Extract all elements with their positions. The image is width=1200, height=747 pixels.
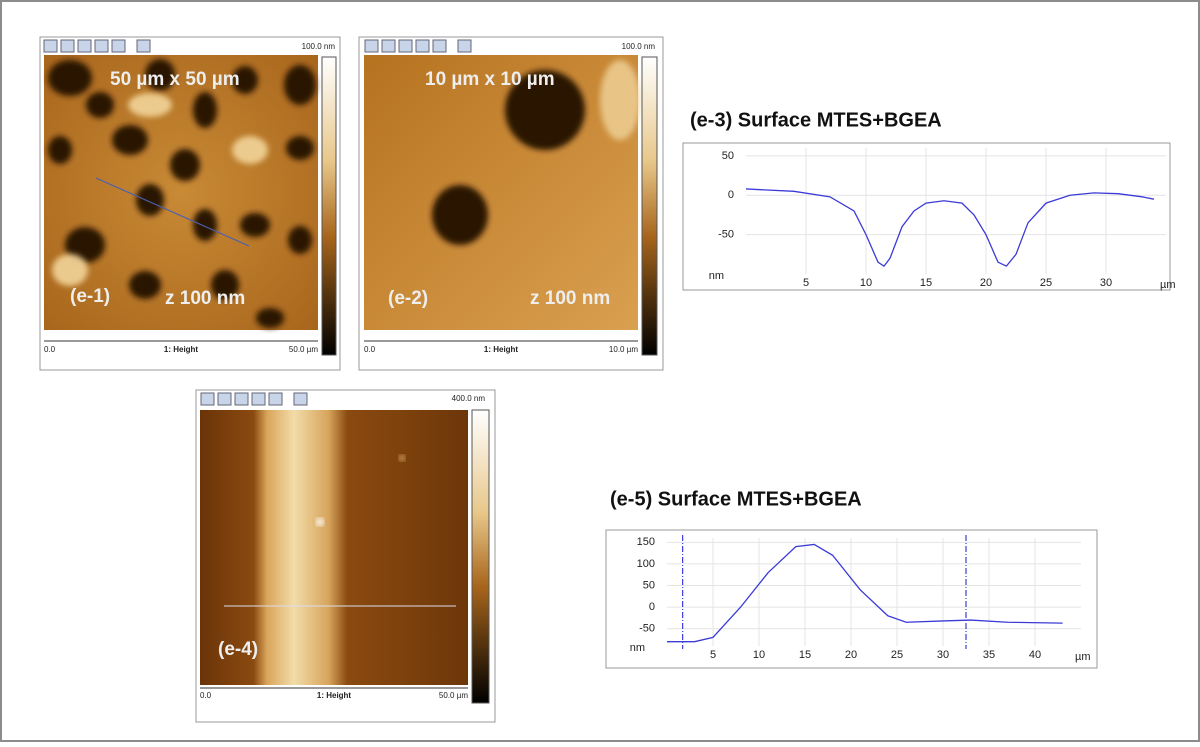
axis-end: 10.0 µm (609, 345, 638, 354)
y-tick-label: 50 (643, 579, 655, 591)
scale-max: 400.0 nm (452, 394, 486, 403)
chart-title: (e-3) Surface MTES+BGEA (690, 109, 942, 131)
x-tick-label: 5 (710, 649, 716, 661)
channel: 1: Height (164, 345, 199, 354)
scale-max: 100.0 nm (622, 42, 656, 51)
panel-label: (e-4) (218, 639, 258, 660)
profile-line (745, 188, 1155, 268)
x-tick-label: 30 (1100, 277, 1112, 289)
afm-image-e1 (39, 36, 341, 371)
y-unit: nm (709, 270, 724, 282)
x-unit: µm (1075, 651, 1091, 663)
x-tick-label: 20 (980, 277, 992, 289)
x-tick-label: 30 (937, 649, 949, 661)
axis-start: 0.0 (364, 345, 376, 354)
chart-title: (e-5) Surface MTES+BGEA (610, 488, 862, 510)
axis-start: 0.0 (44, 345, 56, 354)
axis-start: 0.0 (200, 691, 212, 700)
x-tick-label: 25 (891, 649, 903, 661)
afm-image-e2 (358, 36, 664, 371)
profile-line (667, 543, 1063, 643)
scan-size: 50 µm x 50 µm (110, 69, 240, 90)
y-tick-label: -50 (718, 229, 734, 241)
x-tick-label: 5 (803, 277, 809, 289)
y-tick-label: 0 (649, 601, 655, 613)
axis-end: 50.0 µm (439, 691, 468, 700)
x-tick-label: 40 (1029, 649, 1041, 661)
afm-image-e4 (195, 389, 496, 723)
y-unit: nm (630, 642, 645, 654)
z-range: z 100 nm (165, 288, 245, 309)
x-tick-label: 10 (753, 649, 765, 661)
axis-end: 50.0 µm (289, 345, 318, 354)
x-tick-label: 25 (1040, 277, 1052, 289)
y-tick-label: -50 (639, 623, 655, 635)
y-tick-label: 0 (728, 189, 734, 201)
panel-label: (e-2) (388, 288, 428, 309)
scan-size: 10 µm x 10 µm (425, 69, 555, 90)
x-tick-label: 10 (860, 277, 872, 289)
scale-max: 100.0 nm (302, 42, 336, 51)
x-tick-label: 15 (799, 649, 811, 661)
toolbars (43, 39, 472, 406)
x-tick-label: 15 (920, 277, 932, 289)
x-tick-label: 35 (983, 649, 995, 661)
y-tick-label: 100 (637, 558, 655, 570)
channel: 1: Height (484, 345, 519, 354)
y-tick-label: 150 (637, 536, 655, 548)
panel-label: (e-1) (70, 286, 110, 307)
y-tick-label: 50 (722, 150, 734, 162)
channel: 1: Height (317, 691, 352, 700)
z-range: z 100 nm (530, 288, 610, 309)
x-unit: µm (1160, 279, 1176, 291)
x-tick-label: 20 (845, 649, 857, 661)
